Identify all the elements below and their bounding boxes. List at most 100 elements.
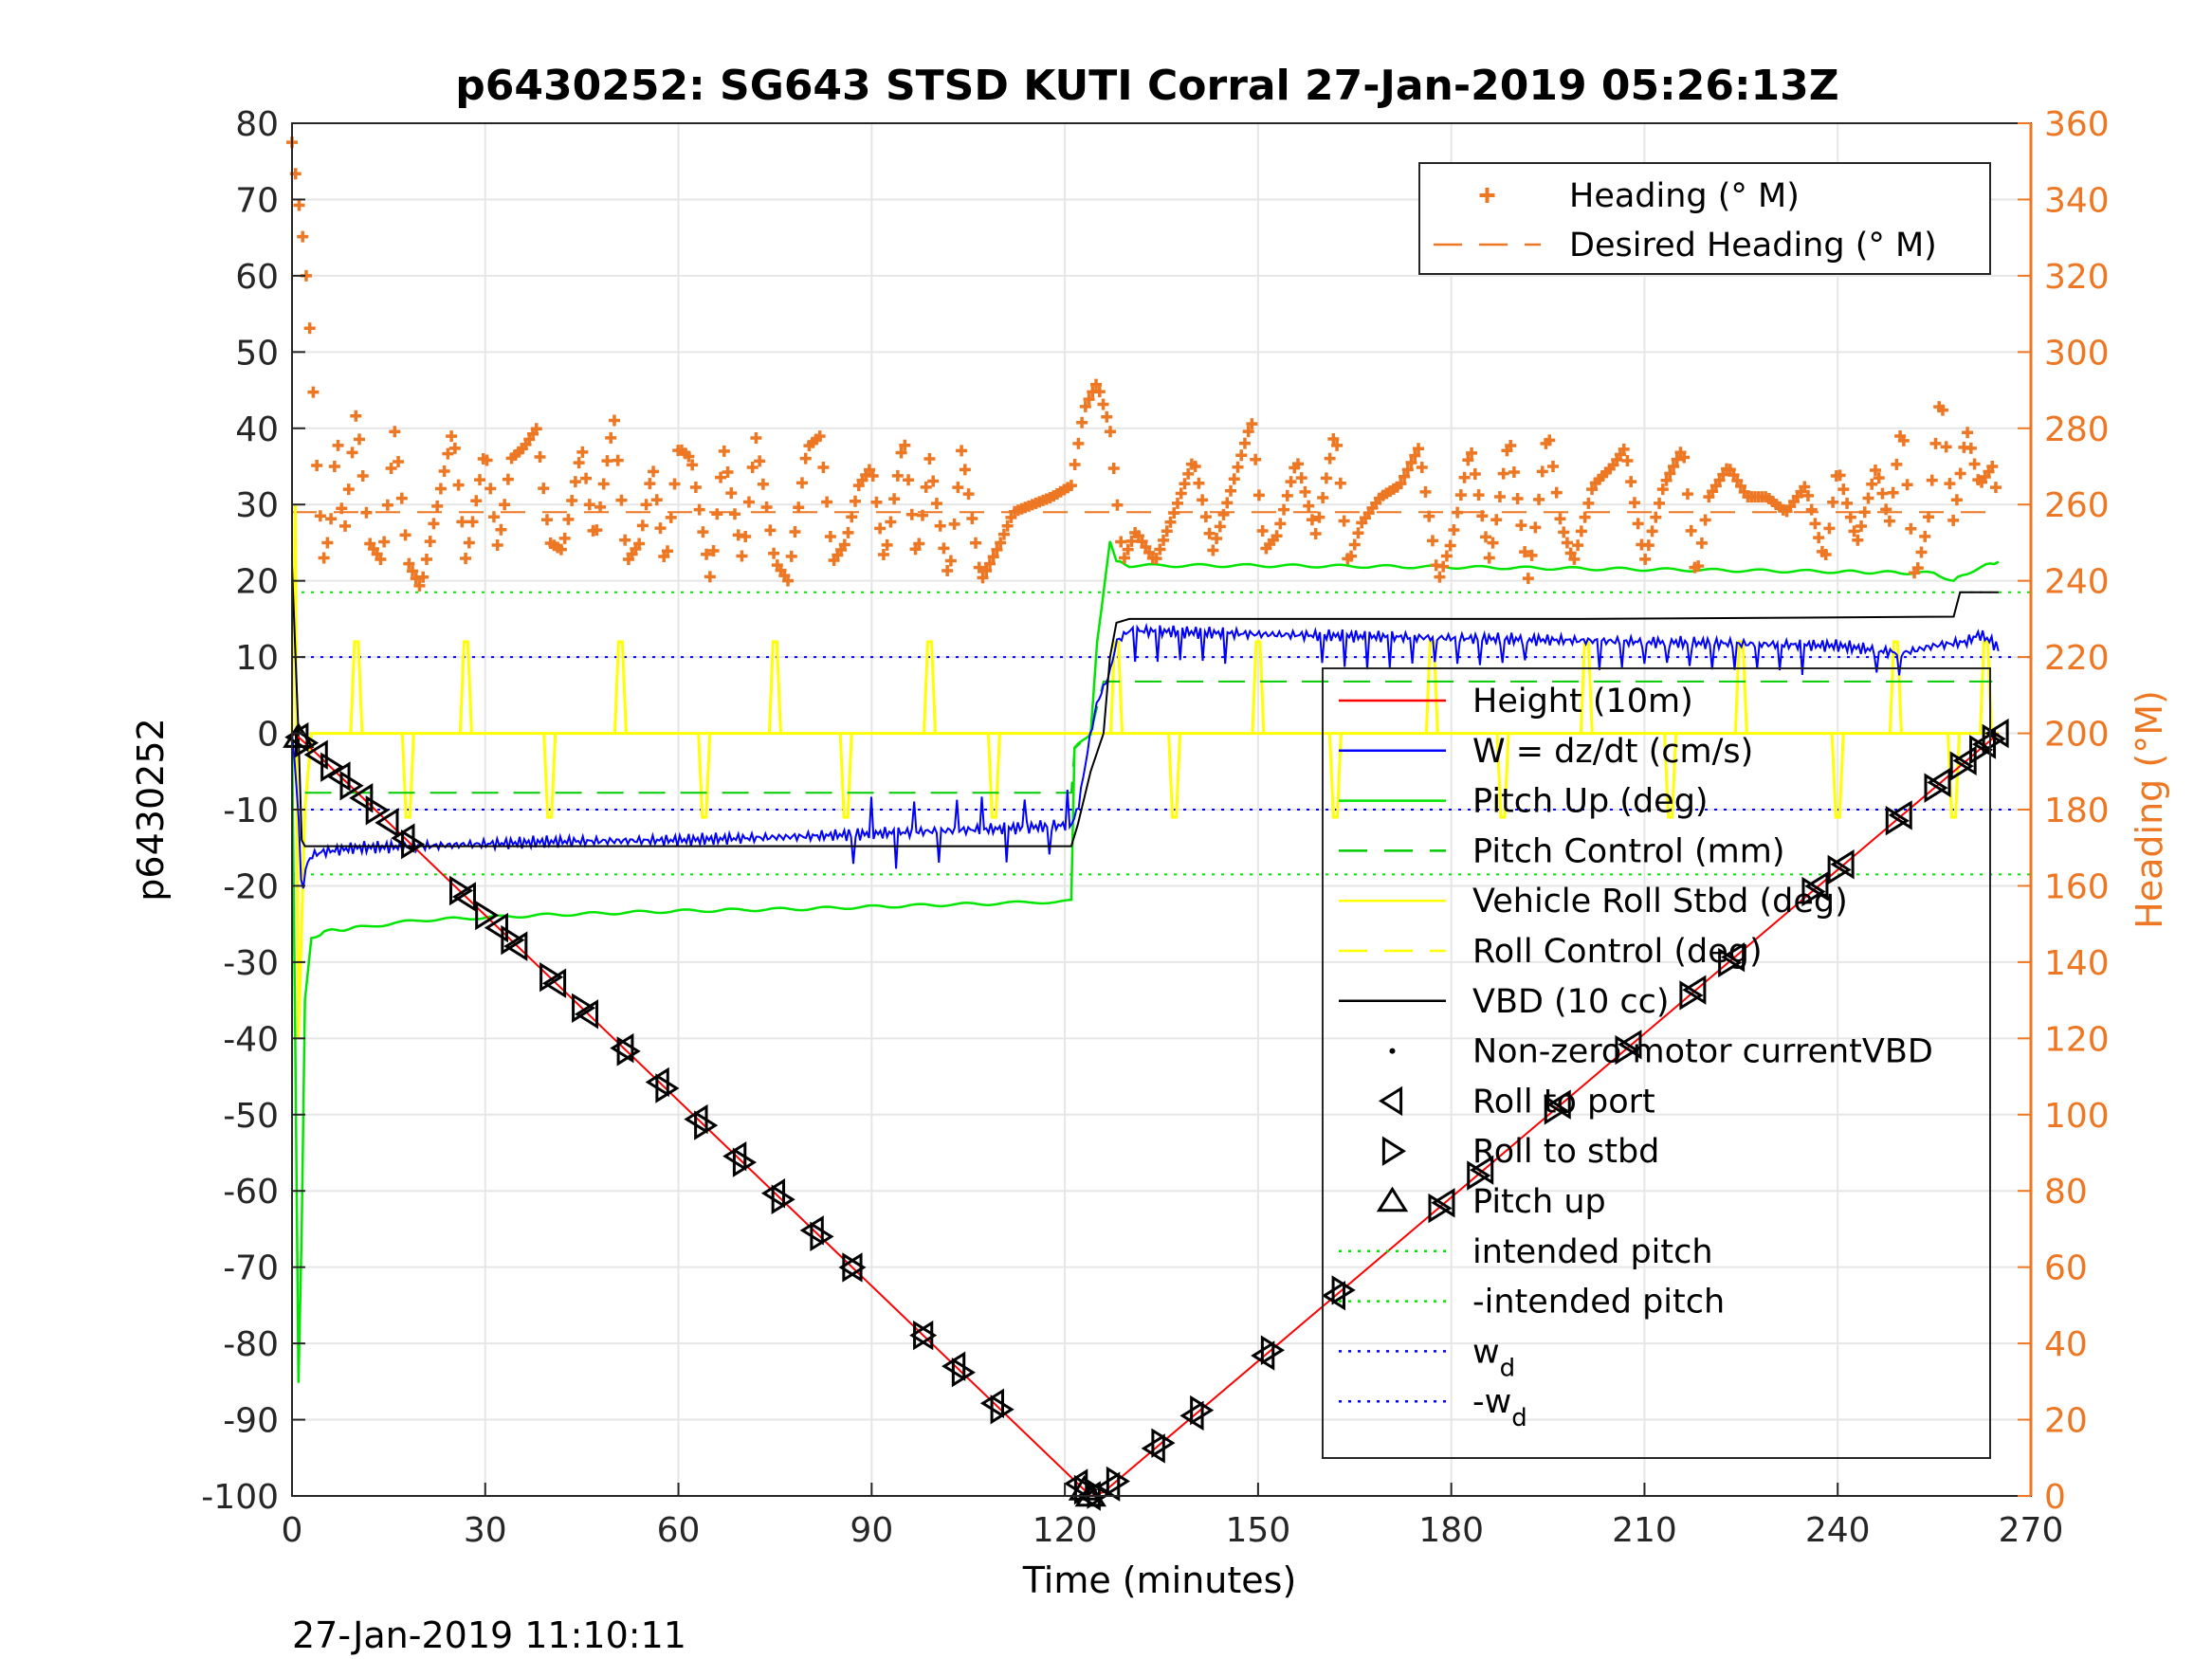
heading-point: [768, 547, 780, 559]
marker-roll-stbd: [365, 795, 390, 826]
heading-point: [1189, 461, 1201, 472]
heading-point: [686, 459, 699, 471]
legend-label: Vehicle Roll Stbd (deg): [1472, 883, 1848, 921]
heading-point: [1572, 539, 1584, 552]
heading-point: [1423, 510, 1435, 522]
heading-point: [1462, 454, 1474, 466]
legend-heading: Heading (° M) Desired Heading (° M): [1418, 162, 1991, 275]
marker-roll-stbd: [1615, 1034, 1639, 1066]
heading-point: [693, 503, 705, 516]
y-tick-label: 50: [235, 334, 279, 373]
heading-point: [583, 499, 595, 511]
marker-roll-port: [1618, 1030, 1642, 1060]
heading-point: [1398, 470, 1411, 483]
footer-timestamp: 27-Jan-2019 11:10:11: [292, 1614, 686, 1656]
marker-roll-port: [1927, 767, 1951, 798]
heading-point: [1395, 478, 1407, 490]
heading-point: [1348, 538, 1361, 551]
y-tick-label: -10: [223, 792, 279, 830]
heading-point: [1168, 507, 1180, 520]
heading-point: [1493, 490, 1506, 502]
heading-point: [530, 423, 542, 435]
marker-roll-stbd: [1949, 751, 1974, 781]
heading-point: [576, 446, 589, 458]
heading-point: [1862, 492, 1874, 504]
heading-point: [1954, 467, 1966, 480]
heading-point: [1469, 468, 1481, 481]
y-tick-label: -100: [201, 1478, 279, 1517]
heading-point: [1505, 440, 1517, 452]
heading-point: [448, 442, 461, 454]
heading-point: [1801, 489, 1814, 501]
heading-point: [1621, 454, 1634, 466]
y-ticks: 80 70 60 50 40 30 20 10 0 -10 -20 -30 -40 -50 -60 -70 -8…: [201, 105, 305, 1517]
heading-point: [903, 474, 915, 486]
heading-point: [1522, 573, 1534, 585]
x-tick-label: 180: [1418, 1511, 1484, 1550]
y-tick-label: 10: [235, 639, 279, 678]
marker-roll-port: [303, 739, 328, 770]
heading-point: [1905, 522, 1917, 535]
marker-roll-port: [1546, 1089, 1571, 1120]
heading-point: [555, 543, 567, 556]
heading-point: [1154, 543, 1166, 556]
heading-point: [413, 579, 426, 592]
heading-point: [1278, 503, 1290, 516]
legend-subscript: d: [1511, 1404, 1527, 1432]
heading-point: [1544, 434, 1556, 447]
heading-point: [983, 557, 996, 570]
heading-point: [1437, 560, 1450, 573]
heading-point: [431, 500, 444, 512]
heading-point: [1660, 474, 1673, 486]
heading-point: [1923, 511, 1934, 523]
heading-point: [715, 471, 727, 483]
heading-point: [385, 463, 397, 475]
y2-tick-label: 100: [2044, 1097, 2110, 1136]
roll-spike: [1251, 640, 1266, 734]
heading-point: [1579, 511, 1591, 523]
heading-point: [1069, 458, 1081, 470]
roll-spike: [1830, 733, 1845, 819]
heading-point: [1944, 478, 1956, 490]
heading-point: [601, 455, 613, 467]
heading-point: [1582, 497, 1595, 509]
heading-point: [895, 447, 907, 459]
roll-spike: [542, 733, 558, 819]
heading-point: [303, 322, 316, 335]
legend-label: Heading (° M): [1569, 177, 1800, 215]
heading-point: [1962, 427, 1974, 439]
heading-point: [1179, 478, 1191, 490]
x-tick-label: 0: [282, 1511, 303, 1550]
marker-roll-stbd: [1924, 773, 1948, 803]
heading-point: [842, 526, 854, 538]
x-ticks: 0 30 60 90 120 150 180 210 240 270: [282, 1483, 2063, 1550]
heading-point: [1940, 441, 1952, 453]
heading-point: [711, 508, 723, 520]
y2-tick-label: 360: [2044, 105, 2110, 144]
series-pitch-control: [304, 680, 1993, 794]
heading-point: [930, 498, 942, 510]
roll-spike: [458, 640, 473, 734]
heading-point: [973, 561, 985, 574]
heading-point: [1911, 562, 1924, 574]
roll-spike: [1495, 733, 1510, 819]
heading-point: [438, 465, 450, 478]
heading-point: [689, 481, 702, 493]
heading-point: [1271, 530, 1283, 542]
heading-point: [346, 447, 358, 459]
heading-point: [1444, 539, 1456, 552]
heading-point: [1472, 489, 1485, 501]
heading-point: [838, 538, 850, 551]
heading-point: [891, 469, 904, 482]
roll-spike: [1424, 640, 1439, 734]
heading-point: [562, 513, 575, 525]
heading-point: [1105, 426, 1116, 438]
heading-point: [742, 496, 755, 508]
y-tick-label: 70: [235, 181, 279, 220]
heading-point: [534, 450, 546, 463]
marker-roll-stbd: [913, 1320, 938, 1351]
marker-roll-stbd: [320, 752, 345, 782]
y2-tick-label: 60: [2044, 1249, 2088, 1288]
heading-point: [997, 528, 1010, 540]
marker-roll-port: [503, 931, 528, 961]
